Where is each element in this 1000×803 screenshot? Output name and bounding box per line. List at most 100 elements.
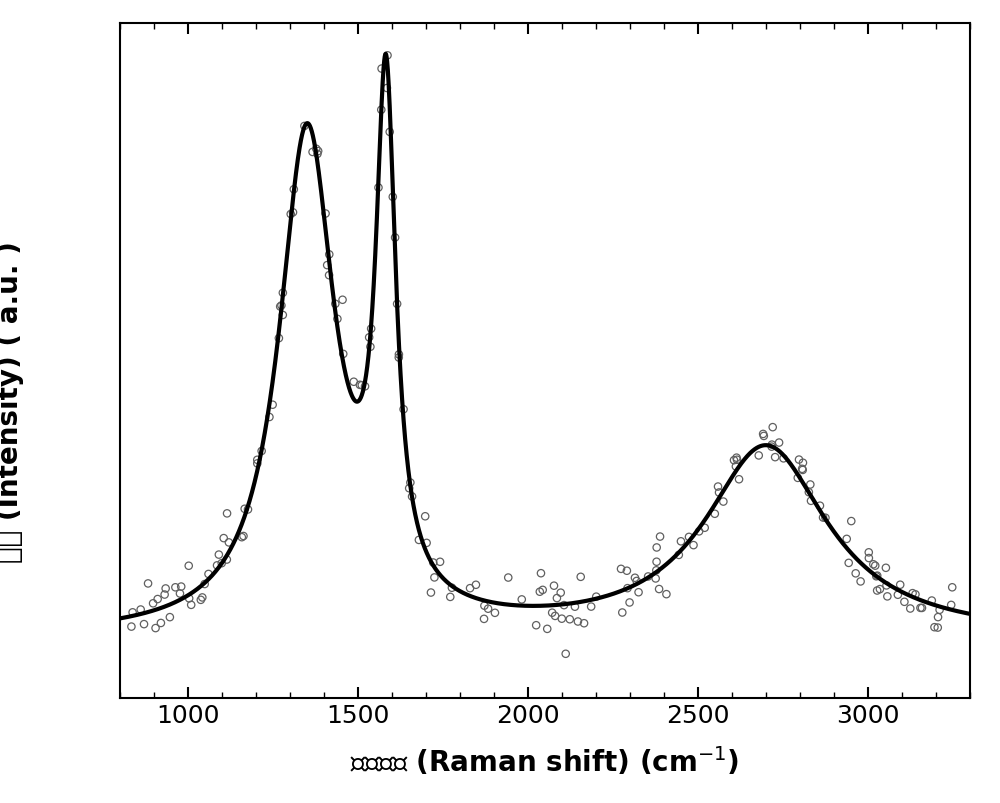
Point [751, 450, 767, 463]
Point [194, 591, 210, 604]
Point [286, 184, 302, 197]
Point [500, 572, 516, 585]
Point [865, 558, 881, 571]
Point [853, 575, 869, 588]
Point [145, 597, 161, 610]
Point [389, 298, 405, 311]
Point [321, 249, 337, 262]
Point [764, 441, 780, 454]
Point [271, 332, 287, 345]
Point [861, 546, 877, 559]
Point [318, 208, 334, 221]
Point [382, 126, 398, 139]
Point [211, 548, 227, 561]
Point [879, 590, 895, 603]
Point [861, 552, 877, 565]
Point [629, 575, 645, 588]
Point [272, 300, 288, 313]
Point [795, 457, 811, 470]
Point [373, 104, 389, 117]
Point [658, 588, 674, 601]
Point [839, 532, 855, 545]
Point [614, 606, 630, 619]
Point [148, 622, 164, 634]
Point [794, 463, 810, 475]
Point [404, 491, 420, 503]
Point [869, 585, 885, 597]
Point [841, 556, 857, 569]
Point [546, 580, 562, 593]
Point [554, 613, 570, 626]
Point [419, 536, 435, 549]
Point [234, 531, 250, 544]
Point [172, 587, 188, 600]
Point [444, 581, 460, 594]
Point [573, 571, 589, 584]
Point [912, 601, 928, 614]
Point [892, 579, 908, 592]
Point [802, 479, 818, 491]
Point [649, 541, 665, 554]
Point [514, 593, 530, 606]
Point [711, 487, 727, 499]
Point [570, 615, 586, 628]
Point [426, 571, 442, 584]
Point [417, 510, 433, 523]
Point [812, 499, 828, 512]
Point [652, 531, 668, 544]
Point [553, 586, 569, 599]
Point [728, 460, 744, 473]
Point [691, 525, 707, 538]
Point [648, 573, 664, 585]
Point [423, 586, 439, 599]
Point [401, 482, 417, 495]
Point [848, 567, 864, 580]
Point [649, 556, 665, 569]
Point [221, 536, 237, 549]
Point [756, 430, 772, 442]
Point [379, 83, 395, 96]
Point [771, 437, 787, 450]
Point [715, 495, 731, 508]
Point [214, 557, 230, 570]
Point [183, 599, 199, 612]
Point [462, 582, 478, 595]
Point [532, 585, 548, 598]
Point [209, 559, 225, 572]
Point [283, 208, 299, 221]
Point [869, 569, 885, 582]
Point [352, 379, 368, 392]
Point [651, 583, 667, 596]
Point [125, 606, 141, 619]
Point [380, 50, 396, 63]
Point [362, 341, 378, 354]
Point [907, 588, 923, 601]
Point [363, 323, 379, 336]
Point [914, 601, 930, 614]
Point [296, 120, 312, 133]
Point [181, 592, 197, 605]
Point [588, 590, 604, 603]
Point [487, 606, 503, 619]
Point [583, 601, 599, 613]
Point [867, 560, 883, 573]
Point [402, 476, 418, 489]
Point [305, 146, 321, 159]
Point [795, 464, 811, 477]
Point [361, 332, 377, 344]
Point [357, 381, 373, 393]
Point [681, 531, 697, 544]
Point [878, 561, 894, 574]
Point [631, 586, 647, 599]
Point [619, 565, 635, 577]
Point [150, 593, 166, 605]
Point [346, 376, 362, 389]
Point [442, 591, 458, 604]
Point [535, 584, 551, 597]
Point [432, 556, 448, 569]
Point [686, 539, 702, 552]
Point [327, 298, 343, 311]
Point [648, 565, 664, 577]
Point [354, 379, 370, 392]
Point [729, 454, 745, 467]
